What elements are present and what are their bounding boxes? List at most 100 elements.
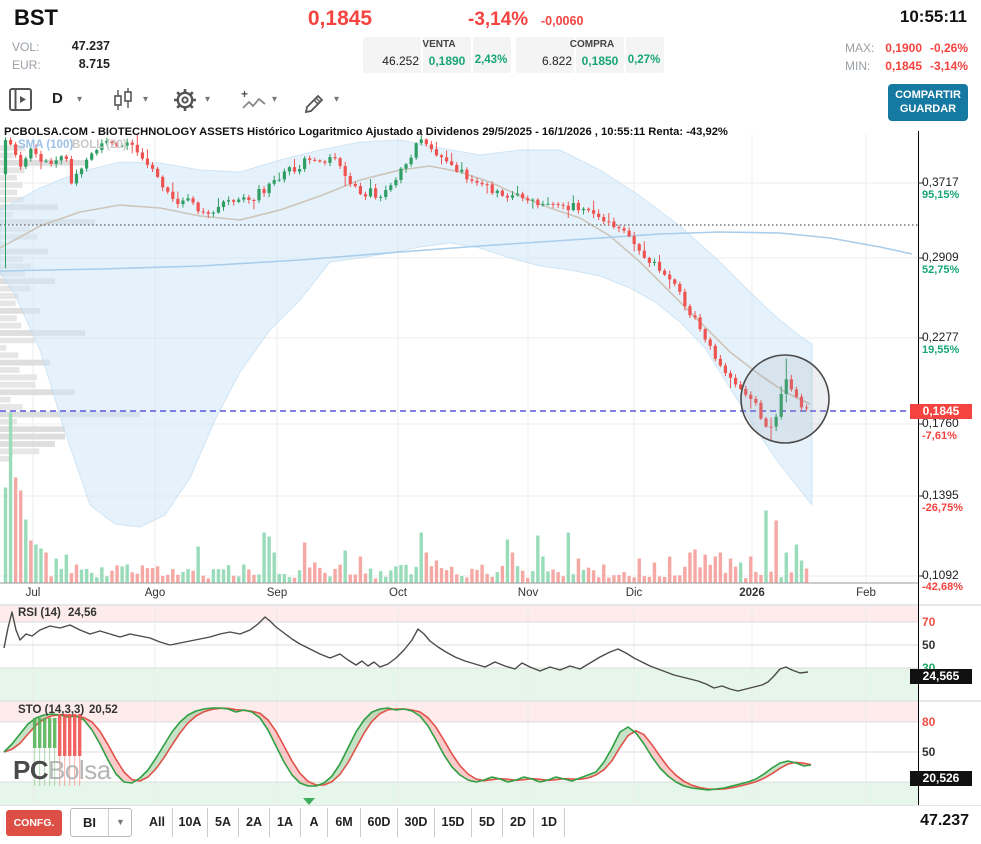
- panel-toggle-button[interactable]: [8, 87, 34, 118]
- price-axis-label: 0,1395 -26,75%: [922, 489, 963, 514]
- sto-label: STO (14,3,3): [18, 704, 85, 716]
- max-label: MAX:: [845, 41, 875, 55]
- range-button-6M[interactable]: 6M: [328, 808, 361, 837]
- month-axis-label: Ago: [144, 587, 166, 599]
- axis-percent: -42,68%: [922, 582, 963, 591]
- rsi-current-badge: 24,565: [910, 669, 972, 684]
- chevron-down-icon: ▼: [108, 809, 132, 836]
- axis-price: 0,3717: [922, 175, 959, 189]
- bid-panel: COMPRA 6.822 0,1850 0,27%: [516, 37, 664, 73]
- draw-tools-button[interactable]: [303, 87, 329, 118]
- month-axis-label: Feb: [856, 587, 876, 599]
- eur-label: EUR:: [12, 58, 41, 72]
- min-percent: -3,14%: [929, 59, 968, 73]
- divider: [624, 37, 626, 73]
- price-axis-label: 0,1760 -7,61%: [922, 417, 959, 442]
- axis-price: 0,2909: [922, 250, 959, 264]
- chevron-down-icon[interactable]: ▾: [77, 94, 83, 105]
- ticker-symbol: BST: [14, 5, 58, 30]
- config-button[interactable]: CONFG.: [6, 810, 62, 836]
- axis-percent: -7,61%: [922, 430, 957, 442]
- session-volume-total: 47.237: [920, 812, 969, 829]
- range-button-10A[interactable]: 10A: [173, 808, 208, 837]
- axis-price: 0,2277: [922, 330, 959, 344]
- pencil-icon: [303, 94, 329, 117]
- chevron-down-icon[interactable]: ▾: [143, 94, 149, 105]
- rsi-level-label: 50: [922, 638, 936, 652]
- volume-value: 47.237: [71, 39, 110, 53]
- logo-bolsa: Bolsa: [48, 755, 111, 785]
- chart-title: PCBOLSA.COM - BIOTECHNOLOGY ASSETS Histó…: [4, 126, 728, 138]
- price-axis-label: 0,1092 -42,68%: [922, 569, 963, 592]
- axis-percent: -26,75%: [922, 502, 963, 514]
- range-button-A[interactable]: A: [301, 808, 328, 837]
- scroll-position-marker[interactable]: [303, 798, 315, 805]
- month-axis-label: Jul: [25, 587, 41, 599]
- current-price-badge: 0,1845: [910, 404, 972, 419]
- bid-price: 0,1850: [581, 54, 619, 68]
- range-button-5A[interactable]: 5A: [208, 808, 239, 837]
- chevron-down-icon[interactable]: ▾: [205, 94, 211, 105]
- chart-type-button[interactable]: [110, 88, 136, 117]
- add-indicator-icon: +: [240, 87, 268, 117]
- range-button-5D[interactable]: 5D: [472, 808, 503, 837]
- month-axis-label: Nov: [517, 587, 539, 599]
- axis-percent: 52,75%: [922, 264, 960, 276]
- boll-indicator-label: BOLL (20): [72, 139, 127, 151]
- save-label: GUARDAR: [899, 103, 957, 115]
- price-axis-label: 0,2277 19,55%: [922, 331, 959, 356]
- month-axis-label: 2026: [739, 587, 765, 599]
- chevron-down-icon[interactable]: ▾: [334, 94, 340, 105]
- range-button-60D[interactable]: 60D: [361, 808, 398, 837]
- rsi-value: 24,56: [68, 607, 97, 619]
- settings-button[interactable]: [172, 87, 198, 118]
- rsi-level-label: 70: [922, 615, 936, 629]
- bid-label: COMPRA: [569, 39, 615, 50]
- ask-label: VENTA: [422, 39, 456, 50]
- range-button-30D[interactable]: 30D: [398, 808, 435, 837]
- divider: [471, 37, 473, 73]
- month-axis-label: Oct: [389, 587, 407, 599]
- candlestick-icon: [110, 88, 136, 116]
- add-indicator-button[interactable]: +: [240, 87, 268, 118]
- share-save-button[interactable]: COMPARTIR GUARDAR: [888, 84, 968, 121]
- ask-price: 0,1890: [428, 54, 466, 68]
- eur-value: 8.715: [78, 57, 110, 71]
- logo-pc: PC: [13, 755, 49, 785]
- panel-toggle-icon: [8, 88, 34, 117]
- range-button-2A[interactable]: 2A: [239, 808, 270, 837]
- axis-price: 0,1092: [922, 568, 959, 582]
- clock: 10:55:11: [899, 7, 967, 26]
- pcbolsa-logo: PCBolsa: [13, 755, 111, 786]
- divider: [421, 37, 423, 73]
- change-absolute: -0,0060: [541, 14, 584, 28]
- mode-dropdown[interactable]: BI ▼: [70, 808, 132, 837]
- volume-label: VOL:: [12, 40, 40, 54]
- ask-percent: 2,43%: [474, 54, 508, 66]
- range-button-2D[interactable]: 2D: [503, 808, 534, 837]
- max-percent: -0,26%: [929, 41, 968, 55]
- axis-price: 0,1760: [922, 416, 959, 430]
- month-axis-label: Sep: [266, 587, 288, 599]
- share-label: COMPARTIR: [895, 89, 961, 101]
- gear-icon: [172, 89, 198, 117]
- timeframe-selector[interactable]: D: [52, 90, 63, 107]
- max-price: 0,1900: [885, 41, 922, 55]
- change-percent: -3,14%: [468, 9, 529, 30]
- range-button-1A[interactable]: 1A: [270, 808, 301, 837]
- min-label: MIN:: [845, 59, 871, 73]
- price-axis-label: 0,2909 52,75%: [922, 251, 959, 276]
- range-button-15D[interactable]: 15D: [435, 808, 472, 837]
- month-axis-label: Dic: [625, 587, 643, 599]
- axis-percent: 19,55%: [922, 344, 960, 356]
- price-axis-label: 0,3717 95,15%: [922, 176, 959, 201]
- sto-value: 20,52: [89, 704, 118, 716]
- min-price: 0,1845: [885, 59, 922, 73]
- range-button-All[interactable]: All: [142, 808, 173, 837]
- sto-level-label: 80: [922, 715, 936, 729]
- sto-current-badge: 20,526: [910, 771, 972, 786]
- range-button-1D[interactable]: 1D: [534, 808, 565, 837]
- chevron-down-icon[interactable]: ▾: [272, 94, 278, 105]
- ask-panel: VENTA 46.252 0,1890 2,43%: [363, 37, 511, 73]
